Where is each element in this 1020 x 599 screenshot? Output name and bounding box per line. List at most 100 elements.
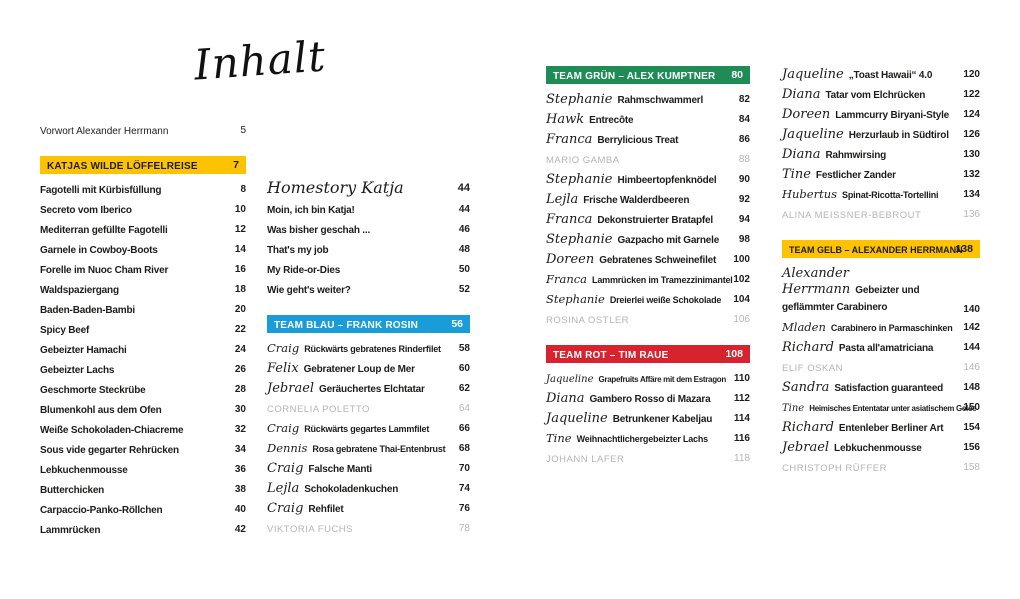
dish-label: MARIO GAMBA xyxy=(546,155,620,166)
page-number: 40 xyxy=(234,503,246,515)
vorwort-entry: Vorwort Alexander Herrmann 5 xyxy=(40,120,246,140)
dish-label: Tatar vom Elchrücken xyxy=(825,90,926,101)
dish-label: Gebeizter Hamachi xyxy=(40,345,127,356)
toc-entry: Lejla Schokoladenkuchen 74 xyxy=(267,478,470,498)
dish-label: Gebratenes Schweinefilet xyxy=(599,255,717,266)
page-number: 32 xyxy=(234,423,246,435)
page-number: 22 xyxy=(234,323,246,335)
toc-entry: Craig Falsche Manti 70 xyxy=(267,458,470,478)
toc-entry: Spicy Beef 22 xyxy=(40,319,246,339)
chef-name: Stephanie xyxy=(546,292,605,306)
toc-entry: Craig Rückwärts gebratenes Rinderfilet 58 xyxy=(267,338,470,358)
toc-entry: Mladen Carabinero in Parmaschinken 142 xyxy=(782,317,980,337)
dish-label: Vorwort Alexander Herrmann xyxy=(40,126,169,137)
toc-entry: Craig Rückwärts gegartes Lammfilet 66 xyxy=(267,418,470,438)
dish-label: Garnele in Cowboy-Boots xyxy=(40,245,158,256)
dish-label: CORNELIA POLETTO xyxy=(267,404,370,415)
toc-entry: Blumenkohl aus dem Ofen 30 xyxy=(40,399,246,419)
dish-label: Rückwärts gegartes Lammfilet xyxy=(304,424,430,434)
dish-label: Dreierlei weiße Schokolade xyxy=(609,295,722,305)
page-number: 60 xyxy=(458,362,470,374)
page-number: 156 xyxy=(963,441,980,453)
toc-entry: Stephanie Dreierlei weiße Schokolade 104 xyxy=(546,289,750,309)
chef-name: Lejla xyxy=(267,481,300,496)
page-number: 132 xyxy=(963,168,980,180)
toc-entry: Was bisher geschah ... 46 xyxy=(267,219,470,239)
page-number: 120 xyxy=(963,68,980,80)
page-number: 80 xyxy=(731,69,743,81)
dish-label: Lammrücken im Tramezzinimantel xyxy=(592,275,733,285)
dish-label: Betrunkener Kabeljau xyxy=(612,414,713,425)
dish-label: Weihnachtlichergebeizter Lachs xyxy=(576,434,709,444)
page-number: 74 xyxy=(458,482,470,494)
section-header: KATJAS WILDE LÖFFELREISE 7 xyxy=(40,156,246,174)
section-title: KATJAS WILDE LÖFFELREISE xyxy=(47,161,198,172)
page-number: 44 xyxy=(458,203,470,215)
toc-entry: Richard Pasta all'amatriciana 144 xyxy=(782,337,980,357)
section-title: TEAM BLAU – FRANK ROSIN xyxy=(274,320,419,331)
toc-column-1: Vorwort Alexander Herrmann 5 KATJAS WILDE … xyxy=(40,120,246,539)
page-number: 140 xyxy=(963,304,980,315)
chef-name: Jaqueline xyxy=(546,411,608,426)
dish-label: Waldspaziergang xyxy=(40,285,119,296)
dish-label: Gazpacho mit Garnele xyxy=(617,235,720,246)
dish-label: Pasta all'amatriciana xyxy=(838,343,934,354)
toc-entry: Diana Tatar vom Elchrücken 122 xyxy=(782,84,980,104)
page-number: 88 xyxy=(738,153,750,165)
section-title: TEAM GRÜN – ALEX KUMPTNER xyxy=(553,71,716,82)
dish-label: Carabinero in Parmaschinken xyxy=(830,323,953,333)
dish-label: Rosa gebratene Thai-Entenbrust xyxy=(312,444,446,454)
page-number: 14 xyxy=(234,243,246,255)
page-number: 18 xyxy=(234,283,246,295)
page-number: 52 xyxy=(458,283,470,295)
chef-name: Jaqueline xyxy=(782,127,844,142)
toc-entry: Doreen Gebratenes Schweinefilet 100 xyxy=(546,249,750,269)
page-number: 8 xyxy=(240,183,246,195)
page-number: 62 xyxy=(458,382,470,394)
section-header: TEAM GELB – ALEXANDER HERRMANN 138 xyxy=(782,240,980,258)
toc-entry: Jebrael Geräuchertes Elchtatar 62 xyxy=(267,378,470,398)
toc-entry: Secreto vom Iberico 10 xyxy=(40,199,246,219)
chef-name: Hubertus xyxy=(782,187,838,201)
section-header: TEAM BLAU – FRANK ROSIN 56 xyxy=(267,315,470,333)
toc-entry: Weiße Schokoladen-Chiacreme 32 xyxy=(40,419,246,439)
page-number: 100 xyxy=(733,253,750,265)
page-number: 150 xyxy=(963,401,980,413)
section-title: TEAM GELB – ALEXANDER HERRMANN xyxy=(789,245,963,255)
toc-entry: Alexander Herrmann Gebeizter und geflämmt… xyxy=(782,263,980,317)
chef-name: Dennis xyxy=(267,441,308,455)
chef-name: Jaqueline xyxy=(782,67,844,82)
page-number: 76 xyxy=(458,502,470,514)
chef-name: Jebrael xyxy=(267,381,315,396)
dish-label: ALINA MEISSNER-BEBROUT xyxy=(782,210,922,221)
toc-entry: Jaqueline Grapefruits Affäre mit dem Estr… xyxy=(546,368,750,388)
page-number: 146 xyxy=(963,361,980,373)
toc-entry: Waldspaziergang 18 xyxy=(40,279,246,299)
page-number: 92 xyxy=(738,193,750,205)
dish-label: Entrecôte xyxy=(589,115,634,126)
guest-chef-entry: ELIF OSKAN 146 xyxy=(782,357,980,377)
page-number: 112 xyxy=(733,392,750,404)
chef-name: Doreen xyxy=(546,252,595,267)
dish-label: Himbeertopfenknödel xyxy=(617,175,717,186)
dish-label: My Ride-or-Dies xyxy=(267,265,341,276)
dish-label: Rahmschwammerl xyxy=(617,95,704,106)
page-number: 90 xyxy=(738,173,750,185)
page-number: 26 xyxy=(234,363,246,375)
page-number: 124 xyxy=(963,108,980,120)
page-number: 36 xyxy=(234,463,246,475)
toc-entry: Tine Festlicher Zander 132 xyxy=(782,164,980,184)
section-header: TEAM GRÜN – ALEX KUMPTNER 80 xyxy=(546,66,750,84)
guest-chef-entry: ALINA MEISSNER-BEBROUT 136 xyxy=(782,204,980,224)
page-number: 142 xyxy=(963,321,980,333)
toc-entry: My Ride-or-Dies 50 xyxy=(267,259,470,279)
page-number: 42 xyxy=(234,523,246,535)
toc-entry: Carpaccio-Panko-Röllchen 40 xyxy=(40,499,246,519)
toc-entry: Stephanie Gazpacho mit Garnele 98 xyxy=(546,229,750,249)
page-number: 10 xyxy=(234,203,246,215)
toc-entry: Hubertus Spinat-Ricotta-Tortellini 134 xyxy=(782,184,980,204)
dish-label: Spinat-Ricotta-Tortellini xyxy=(842,190,939,200)
page-number: 154 xyxy=(963,421,980,433)
dish-label: CHRISTOPH RÜFFER xyxy=(782,463,887,474)
homestory-heading: Homestory Katja 44 xyxy=(267,176,470,199)
